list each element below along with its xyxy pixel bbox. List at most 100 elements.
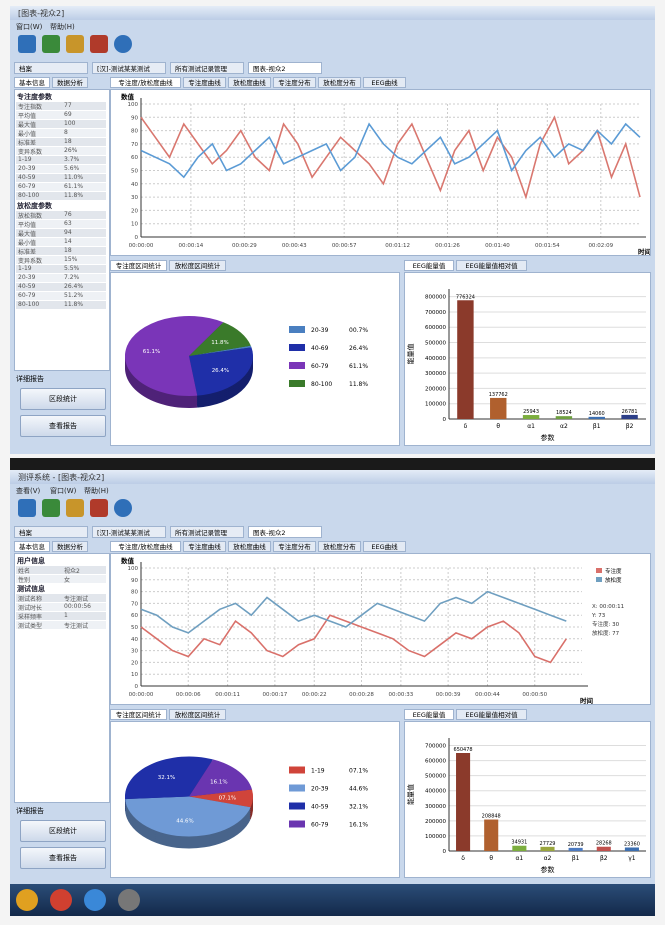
tab[interactable]: EEG能量值 xyxy=(404,709,454,720)
value-label: 20739 xyxy=(568,842,584,848)
tab[interactable]: 基本信息 xyxy=(14,541,50,552)
row-value: 专注测试 xyxy=(64,623,89,630)
row-value: 11.0% xyxy=(64,174,84,181)
toolbar-icon[interactable] xyxy=(114,35,132,53)
tab[interactable]: 专注度曲线 xyxy=(183,77,226,88)
button[interactable]: 查看报告 xyxy=(20,415,106,437)
taskbar-icon[interactable] xyxy=(16,889,38,911)
y-tick-label: 90 xyxy=(131,578,138,584)
legend-value: 61.1% xyxy=(349,363,368,370)
legend-swatch xyxy=(596,577,602,582)
tab[interactable]: EEG曲线 xyxy=(363,541,406,552)
slice-label: 16.1% xyxy=(210,779,227,785)
tab[interactable]: EEG能量值相对值 xyxy=(456,260,527,271)
y-tick-label: 100000 xyxy=(425,834,446,840)
row-value: 15% xyxy=(64,256,78,263)
bar xyxy=(512,845,527,851)
toolbar-icon[interactable] xyxy=(114,499,132,517)
toolbar-icon[interactable] xyxy=(42,499,60,517)
menu-item[interactable]: 查看(V) xyxy=(16,487,41,495)
bar xyxy=(456,752,471,851)
toolbar-icon[interactable] xyxy=(18,499,36,517)
tab[interactable]: 专注度/放松度曲线 xyxy=(110,541,181,552)
x-tick-label: α1 xyxy=(527,423,535,430)
button[interactable]: 区段统计 xyxy=(20,820,106,842)
document-tab[interactable]: [汉]-测试某某测试 xyxy=(92,62,166,74)
bar xyxy=(588,416,605,419)
toolbar-icon[interactable] xyxy=(66,35,84,53)
toolbar-icon[interactable] xyxy=(66,499,84,517)
tab[interactable]: 专注度分布 xyxy=(273,541,316,552)
pie-slice xyxy=(189,322,251,356)
tab[interactable]: 专注度区间统计 xyxy=(110,260,167,271)
legend-label: 20-39 xyxy=(311,327,329,334)
document-tab[interactable]: 档案 xyxy=(14,62,88,74)
document-tab[interactable]: 图表-视众2 xyxy=(248,62,322,74)
row-bg xyxy=(16,603,106,611)
y-tick-label: 700000 xyxy=(425,310,446,316)
tab[interactable]: 专注度/放松度曲线 xyxy=(110,77,181,88)
document-tab[interactable]: 档案 xyxy=(14,526,88,538)
taskbar-icon[interactable] xyxy=(50,889,72,911)
taskbar-icon[interactable] xyxy=(118,889,140,911)
taskbar-icon[interactable] xyxy=(84,889,106,911)
x-tick-label: β1 xyxy=(572,855,580,862)
value-label: 28268 xyxy=(596,841,612,847)
button[interactable]: 区段统计 xyxy=(20,388,106,410)
tab[interactable]: 放松度曲线 xyxy=(228,541,271,552)
tab[interactable]: 放松度区间统计 xyxy=(169,260,226,271)
value-label: 137762 xyxy=(489,392,508,398)
y-axis-label: 能量值 xyxy=(406,344,415,365)
document-tab[interactable]: [汉]-测试某某测试 xyxy=(92,526,166,538)
x-tick-label: 00:00:57 xyxy=(332,243,357,249)
menu-item[interactable]: 帮助(H) xyxy=(50,23,75,31)
row-label: 变异系数 xyxy=(18,149,43,156)
tab[interactable]: 数据分析 xyxy=(52,541,88,552)
tab[interactable]: 专注度分布 xyxy=(273,77,316,88)
value-label: 18524 xyxy=(556,410,572,416)
tab[interactable]: 专注度曲线 xyxy=(183,541,226,552)
row-bg xyxy=(16,129,106,137)
tab[interactable]: EEG曲线 xyxy=(363,77,406,88)
row-label: 60-79 xyxy=(18,183,36,190)
tab[interactable]: 数据分析 xyxy=(52,77,88,88)
legend-swatch xyxy=(289,362,305,369)
x-tick-label: γ1 xyxy=(628,855,636,862)
row-bg xyxy=(16,183,106,191)
menu-item[interactable]: 窗口(W) xyxy=(16,23,43,31)
document-tab[interactable]: 所有测试记录管理 xyxy=(170,526,244,538)
row-value: 51.2% xyxy=(64,292,84,299)
x-tick-label: α2 xyxy=(560,423,568,430)
tab[interactable]: 放松度曲线 xyxy=(228,77,271,88)
y-tick-label: 100 xyxy=(128,566,139,572)
pie-slice xyxy=(125,756,213,800)
legend-value: 11.8% xyxy=(349,381,368,388)
y-tick-label: 300000 xyxy=(425,371,446,377)
toolbar-icon[interactable] xyxy=(90,499,108,517)
document-tab[interactable]: 所有测试记录管理 xyxy=(170,62,244,74)
bar xyxy=(457,300,474,419)
tab[interactable]: 放松度区间统计 xyxy=(169,709,226,720)
toolbar-icon[interactable] xyxy=(42,35,60,53)
tab[interactable]: 放松度分布 xyxy=(318,541,361,552)
y-tick-label: 100000 xyxy=(425,402,446,408)
legend-swatch xyxy=(289,802,305,810)
y-tick-label: 800000 xyxy=(425,295,446,301)
y-tick-label: 0 xyxy=(135,235,139,241)
x-tick-label: 00:01:26 xyxy=(435,243,460,249)
document-tab[interactable]: 图表-视众2 xyxy=(248,526,322,538)
x-tick-label: 00:00:06 xyxy=(176,692,201,698)
x-tick-label: α2 xyxy=(544,855,552,862)
toolbar-icon[interactable] xyxy=(18,35,36,53)
tab[interactable]: 基本信息 xyxy=(14,77,50,88)
menu-item[interactable]: 帮助(H) xyxy=(84,487,109,495)
menu-item[interactable]: 窗口(W) xyxy=(50,487,77,495)
button[interactable]: 查看报告 xyxy=(20,847,106,869)
tab[interactable]: EEG能量值 xyxy=(404,260,454,271)
tab[interactable]: 放松度分布 xyxy=(318,77,361,88)
legend-value: 07.1% xyxy=(349,768,368,775)
toolbar-icon[interactable] xyxy=(90,35,108,53)
tab[interactable]: 专注度区间统计 xyxy=(110,709,167,720)
slice-label: 44.6% xyxy=(176,818,193,824)
tab[interactable]: EEG能量值相对值 xyxy=(456,709,527,720)
